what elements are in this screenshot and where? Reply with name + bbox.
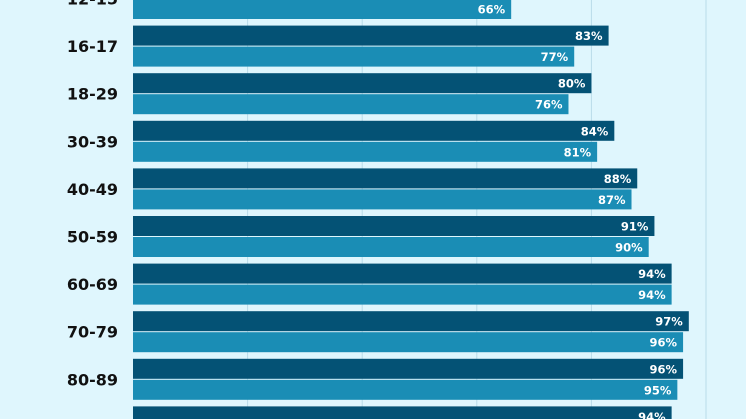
bar-series1-70-79 bbox=[133, 311, 689, 332]
value-label: 94% bbox=[638, 267, 666, 281]
value-label: 84% bbox=[581, 124, 609, 138]
category-label: 40-49 bbox=[67, 180, 118, 199]
value-label: 80% bbox=[558, 77, 586, 91]
bar-series2-60-69 bbox=[133, 284, 672, 305]
bar-series1-18-29 bbox=[133, 73, 592, 94]
category-label: 60-69 bbox=[67, 275, 118, 294]
category-label: 50-59 bbox=[67, 228, 118, 247]
value-label: 90% bbox=[615, 241, 643, 255]
bar-series2-70-79 bbox=[133, 332, 684, 353]
bar-series1-50-59 bbox=[133, 216, 655, 236]
bar-series2-50-59 bbox=[133, 237, 649, 257]
bar-series1-60-69 bbox=[133, 263, 672, 284]
value-label: 94% bbox=[638, 410, 666, 419]
category-label: 30-39 bbox=[67, 132, 118, 151]
value-label: 76% bbox=[535, 98, 563, 112]
bar-series2-30-39 bbox=[133, 141, 598, 162]
category-label: 12-15 bbox=[67, 0, 118, 9]
category-label: 90+ bbox=[82, 418, 118, 419]
value-label: 77% bbox=[541, 50, 569, 64]
category-labels: 12-15 16-17 18-29 30-39 40-49 50-59 60-69 70-79… bbox=[67, 0, 118, 419]
bar-series1-90+ bbox=[133, 406, 672, 419]
bar-series1-40-49 bbox=[133, 168, 638, 189]
category-label: 16-17 bbox=[67, 37, 118, 56]
category-label: 18-29 bbox=[67, 85, 118, 104]
bars: 66% 83% 77% 80% 76% 84% 81% 88% 87% 91% 90% 94% 94% 9… bbox=[133, 0, 689, 419]
value-label: 83% bbox=[575, 29, 603, 43]
bar-series2-18-29 bbox=[133, 94, 569, 115]
bar-series2-40-49 bbox=[133, 189, 632, 210]
value-label: 97% bbox=[655, 315, 683, 329]
bar-series2-16-17 bbox=[133, 46, 575, 67]
value-label: 88% bbox=[604, 172, 632, 186]
value-label: 95% bbox=[644, 383, 672, 397]
bar-series1-30-39 bbox=[133, 120, 615, 141]
bar-series1-80-89 bbox=[133, 358, 684, 379]
bar-series2-12-15 bbox=[133, 0, 512, 19]
value-label: 96% bbox=[650, 362, 678, 376]
value-label: 91% bbox=[621, 220, 649, 234]
category-label: 80-89 bbox=[67, 370, 118, 389]
value-label: 96% bbox=[650, 336, 678, 350]
bar-series1-16-17 bbox=[133, 25, 609, 46]
value-label: 66% bbox=[478, 3, 506, 17]
value-label: 87% bbox=[598, 193, 626, 207]
value-label: 94% bbox=[638, 288, 666, 302]
value-label: 81% bbox=[564, 145, 592, 159]
category-label: 70-79 bbox=[67, 323, 118, 342]
bar-series2-80-89 bbox=[133, 379, 678, 400]
